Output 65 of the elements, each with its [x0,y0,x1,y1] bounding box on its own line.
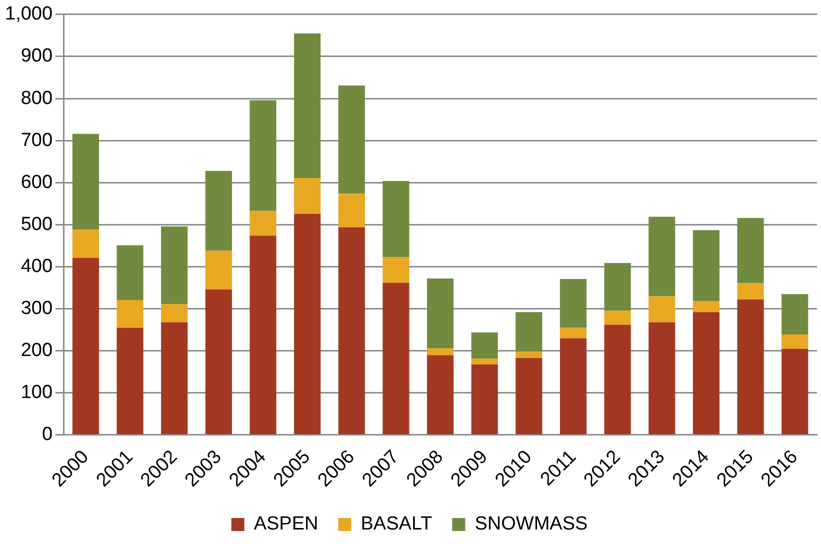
bar [604,310,631,325]
bar [648,322,676,434]
bar [116,328,144,434]
bar [516,312,542,352]
bar [560,278,587,328]
bar [692,301,720,312]
bar [782,294,808,334]
y-tick-label: 600 [20,172,53,193]
bar [737,283,764,300]
bar [338,194,365,228]
y-tick-label: 700 [20,130,53,151]
bar [692,312,720,434]
bar [72,258,100,434]
bar [161,226,188,304]
bar [560,328,587,338]
bar [604,324,631,434]
bar [426,278,454,348]
bar [382,257,410,283]
bar [161,322,188,434]
y-tick-label: 1,000 [5,4,53,25]
bar [161,304,188,322]
bar [338,85,365,194]
y-tick-label: 300 [20,298,53,320]
bar [72,230,100,258]
y-tick-label: 0 [42,424,53,446]
bar [648,296,676,322]
bar [205,250,232,290]
legend-label: ASPEN [254,514,318,535]
y-tick-label: 800 [20,88,53,109]
bar [250,236,276,434]
bar [426,355,454,434]
bar [294,178,321,214]
legend-label: SNOWMASS [474,514,588,535]
bar [560,338,587,434]
bar [338,227,365,434]
y-tick-label: 500 [20,214,53,235]
bar [205,170,232,251]
bar [426,348,454,356]
bar [471,364,498,434]
bar [250,210,276,236]
bar [737,218,764,284]
bar [516,352,542,358]
bar [382,180,410,258]
bar [294,33,321,178]
bar [72,134,100,230]
y-tick-label: 100 [20,382,53,404]
bar [116,300,144,328]
bar [382,282,410,434]
bar [648,216,676,296]
bar [516,358,542,434]
bar [471,358,498,364]
bar [782,334,808,349]
bar [604,262,631,310]
y-tick-label: 400 [20,256,53,277]
y-tick-label: 200 [20,340,53,362]
bar [116,245,144,300]
bar [294,214,321,434]
legend-label: BASALT [360,514,433,535]
bar [692,230,720,302]
y-tick-label: 900 [20,46,53,67]
bar [250,100,276,211]
bar [782,348,808,434]
bar [471,332,498,358]
bar [737,300,764,434]
bar [205,289,232,434]
